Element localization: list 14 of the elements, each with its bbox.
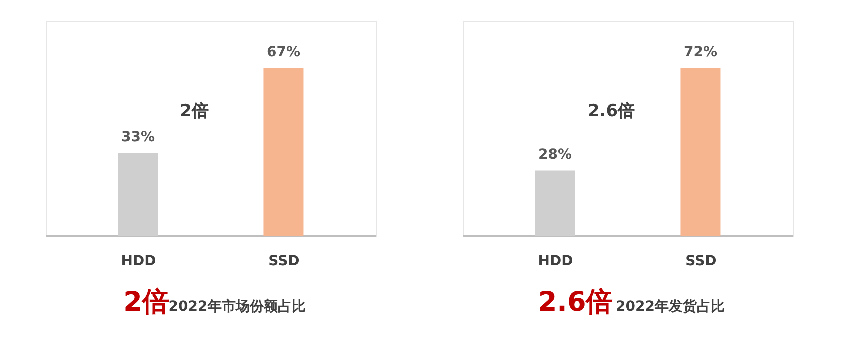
x-tick-label: HDD [538,254,574,270]
text: 2.6倍 [538,287,614,318]
x-tick-label: HDD [121,254,156,270]
data-label: 28% [538,146,572,163]
data-label: 33% [122,129,156,146]
annotation: 2.6倍 [588,101,636,122]
text: 2022年市场份额占比 [168,298,306,315]
text: 2倍 [124,287,170,318]
annotation: 2倍 [180,101,209,122]
data-label: 67% [266,44,300,60]
data-label: 72% [684,44,718,60]
x-tick-label: SSD [268,254,300,270]
text: 2022年发货占比 [616,299,725,315]
x-tick-label: SSD [686,254,717,270]
